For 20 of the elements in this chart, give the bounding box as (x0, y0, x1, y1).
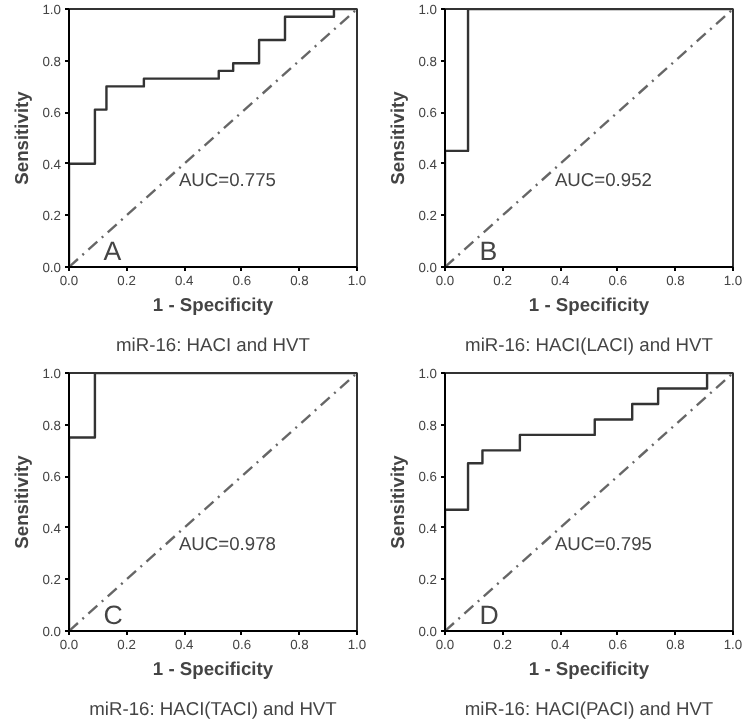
annotation: A (103, 235, 122, 266)
annotation: D (479, 599, 499, 630)
annotation: AUC=0.978 (178, 533, 276, 554)
text: miR-16: HACI and HVT (116, 335, 311, 355)
annotation: C (103, 599, 124, 630)
annotation: AUC=0.795 (554, 533, 652, 554)
x-axis-title: 1 - Specificity (152, 659, 275, 679)
x-axis-title: 1 - Specificity (528, 659, 651, 679)
x-axis-title: 1 - Specificity (528, 295, 651, 315)
annotation: AUC=0.952 (554, 169, 652, 190)
annotation: B (479, 235, 498, 266)
text: miR-16: HACI(PACI) and HVT (464, 699, 714, 719)
y-axis-title: Sensitivity (12, 453, 33, 549)
annotation: AUC=0.775 (178, 169, 276, 190)
y-axis-title: Sensitivity (388, 453, 409, 549)
y-axis-title: Sensitivity (12, 89, 33, 185)
text: miR-16: HACI(LACI) and HVT (465, 335, 714, 355)
y-axis-title: Sensitivity (388, 89, 409, 185)
x-axis-title: 1 - Specificity (152, 295, 275, 315)
text: miR-16: HACI(TACI) and HVT (89, 699, 338, 719)
